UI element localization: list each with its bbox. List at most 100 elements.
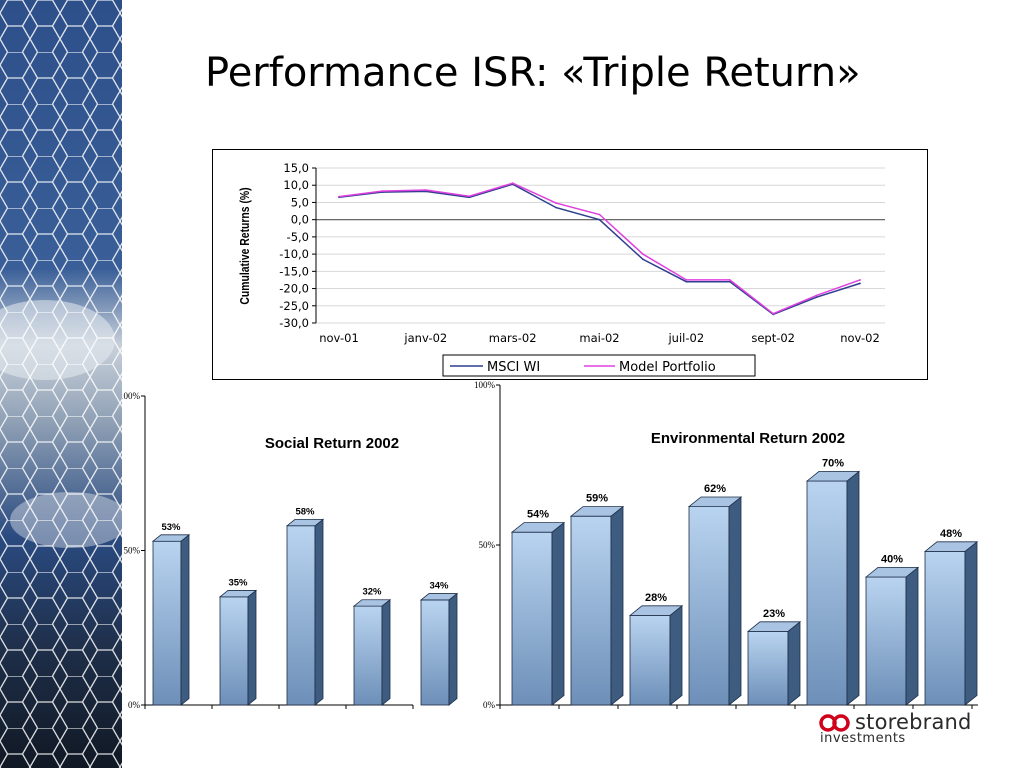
bar-side <box>610 505 624 706</box>
social-return-bar-chart: Social Return 2002 100% 50% 0% 53% 35% 58% 32… <box>122 391 459 710</box>
bar-top <box>419 593 459 601</box>
series-point <box>685 280 688 283</box>
bar-value-label: 70% <box>822 457 844 469</box>
series-point <box>424 190 427 193</box>
series-point <box>468 195 471 198</box>
bar-value-label: 35% <box>228 577 248 588</box>
line-chart-canvas: Cumulative Returns (%) 15,0 10,0 5,0 0,0 -5,… <box>238 161 885 377</box>
series-point <box>338 195 340 198</box>
bar-top <box>352 599 392 607</box>
bar: 53% <box>151 522 191 706</box>
series-point <box>598 218 601 221</box>
bar: 34% <box>419 581 459 706</box>
bar-value-label: 32% <box>362 587 382 598</box>
bar-side <box>314 518 324 706</box>
bar-side <box>787 620 801 706</box>
bar-chart-y-tick-label: 100% <box>122 391 141 401</box>
bar: 28% <box>628 592 684 706</box>
bar-value-label: 48% <box>940 528 962 540</box>
bar: 48% <box>923 528 979 706</box>
bar-top <box>628 605 684 616</box>
series-point <box>642 258 644 261</box>
line-chart-y-tick-label: -10,0 <box>279 247 309 261</box>
line-chart-x-tick-label: janv-02 <box>403 331 447 345</box>
series-point <box>598 213 601 216</box>
bar-front <box>511 531 553 706</box>
bar: 35% <box>218 577 258 706</box>
line-chart-y-tick-label: -20,0 <box>279 282 309 296</box>
slide-title: Performance ISR: «Triple Return» <box>205 50 861 96</box>
bar-value-label: 62% <box>704 483 726 495</box>
bar-front <box>924 550 966 706</box>
line-chart-x-tick-label: sept-02 <box>751 331 795 345</box>
bar-top <box>285 518 325 527</box>
bar-value-label: 23% <box>763 608 785 620</box>
bar-top <box>569 506 625 517</box>
series-point <box>381 190 384 192</box>
bar-value-label: 34% <box>429 581 449 592</box>
bar-side <box>381 598 391 706</box>
line-chart-y-tick-label: 10,0 <box>283 178 309 192</box>
series-line-msci-wi <box>338 183 861 316</box>
line-chart-y-axis-label: Cumulative Returns (%) <box>238 187 252 304</box>
brand-subtitle: investments <box>820 731 906 746</box>
bar-top <box>510 522 566 533</box>
line-chart-x-tick-label: mai-02 <box>579 331 619 345</box>
legend-label-msci: MSCI WI <box>487 360 540 375</box>
bar-side <box>905 566 919 706</box>
environmental-return-bar-chart: Environmental Return 2002 100% 50% 0% 54% 5… <box>474 380 979 710</box>
bar-chart-y-tick-label: 0% <box>483 700 496 710</box>
bar-top <box>687 496 743 508</box>
bar-top <box>805 471 861 482</box>
series-point <box>555 206 557 209</box>
bar-value-label: 54% <box>527 509 549 521</box>
bar-side <box>964 540 978 706</box>
bar-value-label: 28% <box>645 592 667 604</box>
decorative-photo-strip <box>0 0 122 768</box>
line-chart-y-tick-label: -30,0 <box>279 316 309 330</box>
series-point <box>511 182 514 185</box>
bar-chart-y-tick-label: 50% <box>124 546 141 556</box>
bar: 54% <box>510 509 566 706</box>
bar-side <box>448 592 458 706</box>
bar-front <box>747 630 789 706</box>
line-chart-y-tick-label: 15,0 <box>283 161 309 175</box>
series-point <box>424 189 427 191</box>
bar-front <box>570 515 612 706</box>
bar-front <box>286 525 316 706</box>
series-point <box>728 280 731 283</box>
bar-value-label: 58% <box>295 506 315 517</box>
bar-value-label: 53% <box>161 522 181 533</box>
environmental-chart-title: Environmental Return 2002 <box>651 430 845 447</box>
bar: 62% <box>687 483 743 706</box>
line-chart-x-tick-label: nov-01 <box>319 331 359 345</box>
line-chart-x-tick-label: nov-02 <box>840 331 880 345</box>
bar: 40% <box>864 553 920 706</box>
line-chart-x-tick-label: mars-02 <box>489 331 537 345</box>
series-point <box>642 253 644 256</box>
bar-front <box>865 576 907 706</box>
bar-front <box>629 614 671 706</box>
series-point <box>728 279 731 281</box>
line-chart-y-tick-label: -15,0 <box>279 264 309 278</box>
bar: 58% <box>285 506 325 706</box>
series-point <box>555 202 557 205</box>
bar-front <box>688 506 730 706</box>
bar-side <box>669 604 683 706</box>
bar-chart-y-tick-label: 0% <box>128 700 141 710</box>
bar-side <box>180 533 190 706</box>
bar-value-label: 59% <box>586 493 608 505</box>
bar-front <box>420 599 450 706</box>
bar-side <box>846 470 860 706</box>
storebrand-logo-mark-icon <box>819 714 850 732</box>
bar-front <box>219 596 249 706</box>
line-chart-x-tick-label: juil-02 <box>667 331 704 345</box>
social-chart-title: Social Return 2002 <box>265 435 399 452</box>
bar: 70% <box>805 457 861 706</box>
storebrand-logo: storebrand investments <box>818 710 978 746</box>
bar: 59% <box>569 493 625 706</box>
bar-top <box>746 621 802 632</box>
line-chart-legend: MSCI WI Model Portfolio <box>442 354 756 377</box>
bar-value-label: 40% <box>881 553 903 565</box>
series-point <box>815 296 818 299</box>
